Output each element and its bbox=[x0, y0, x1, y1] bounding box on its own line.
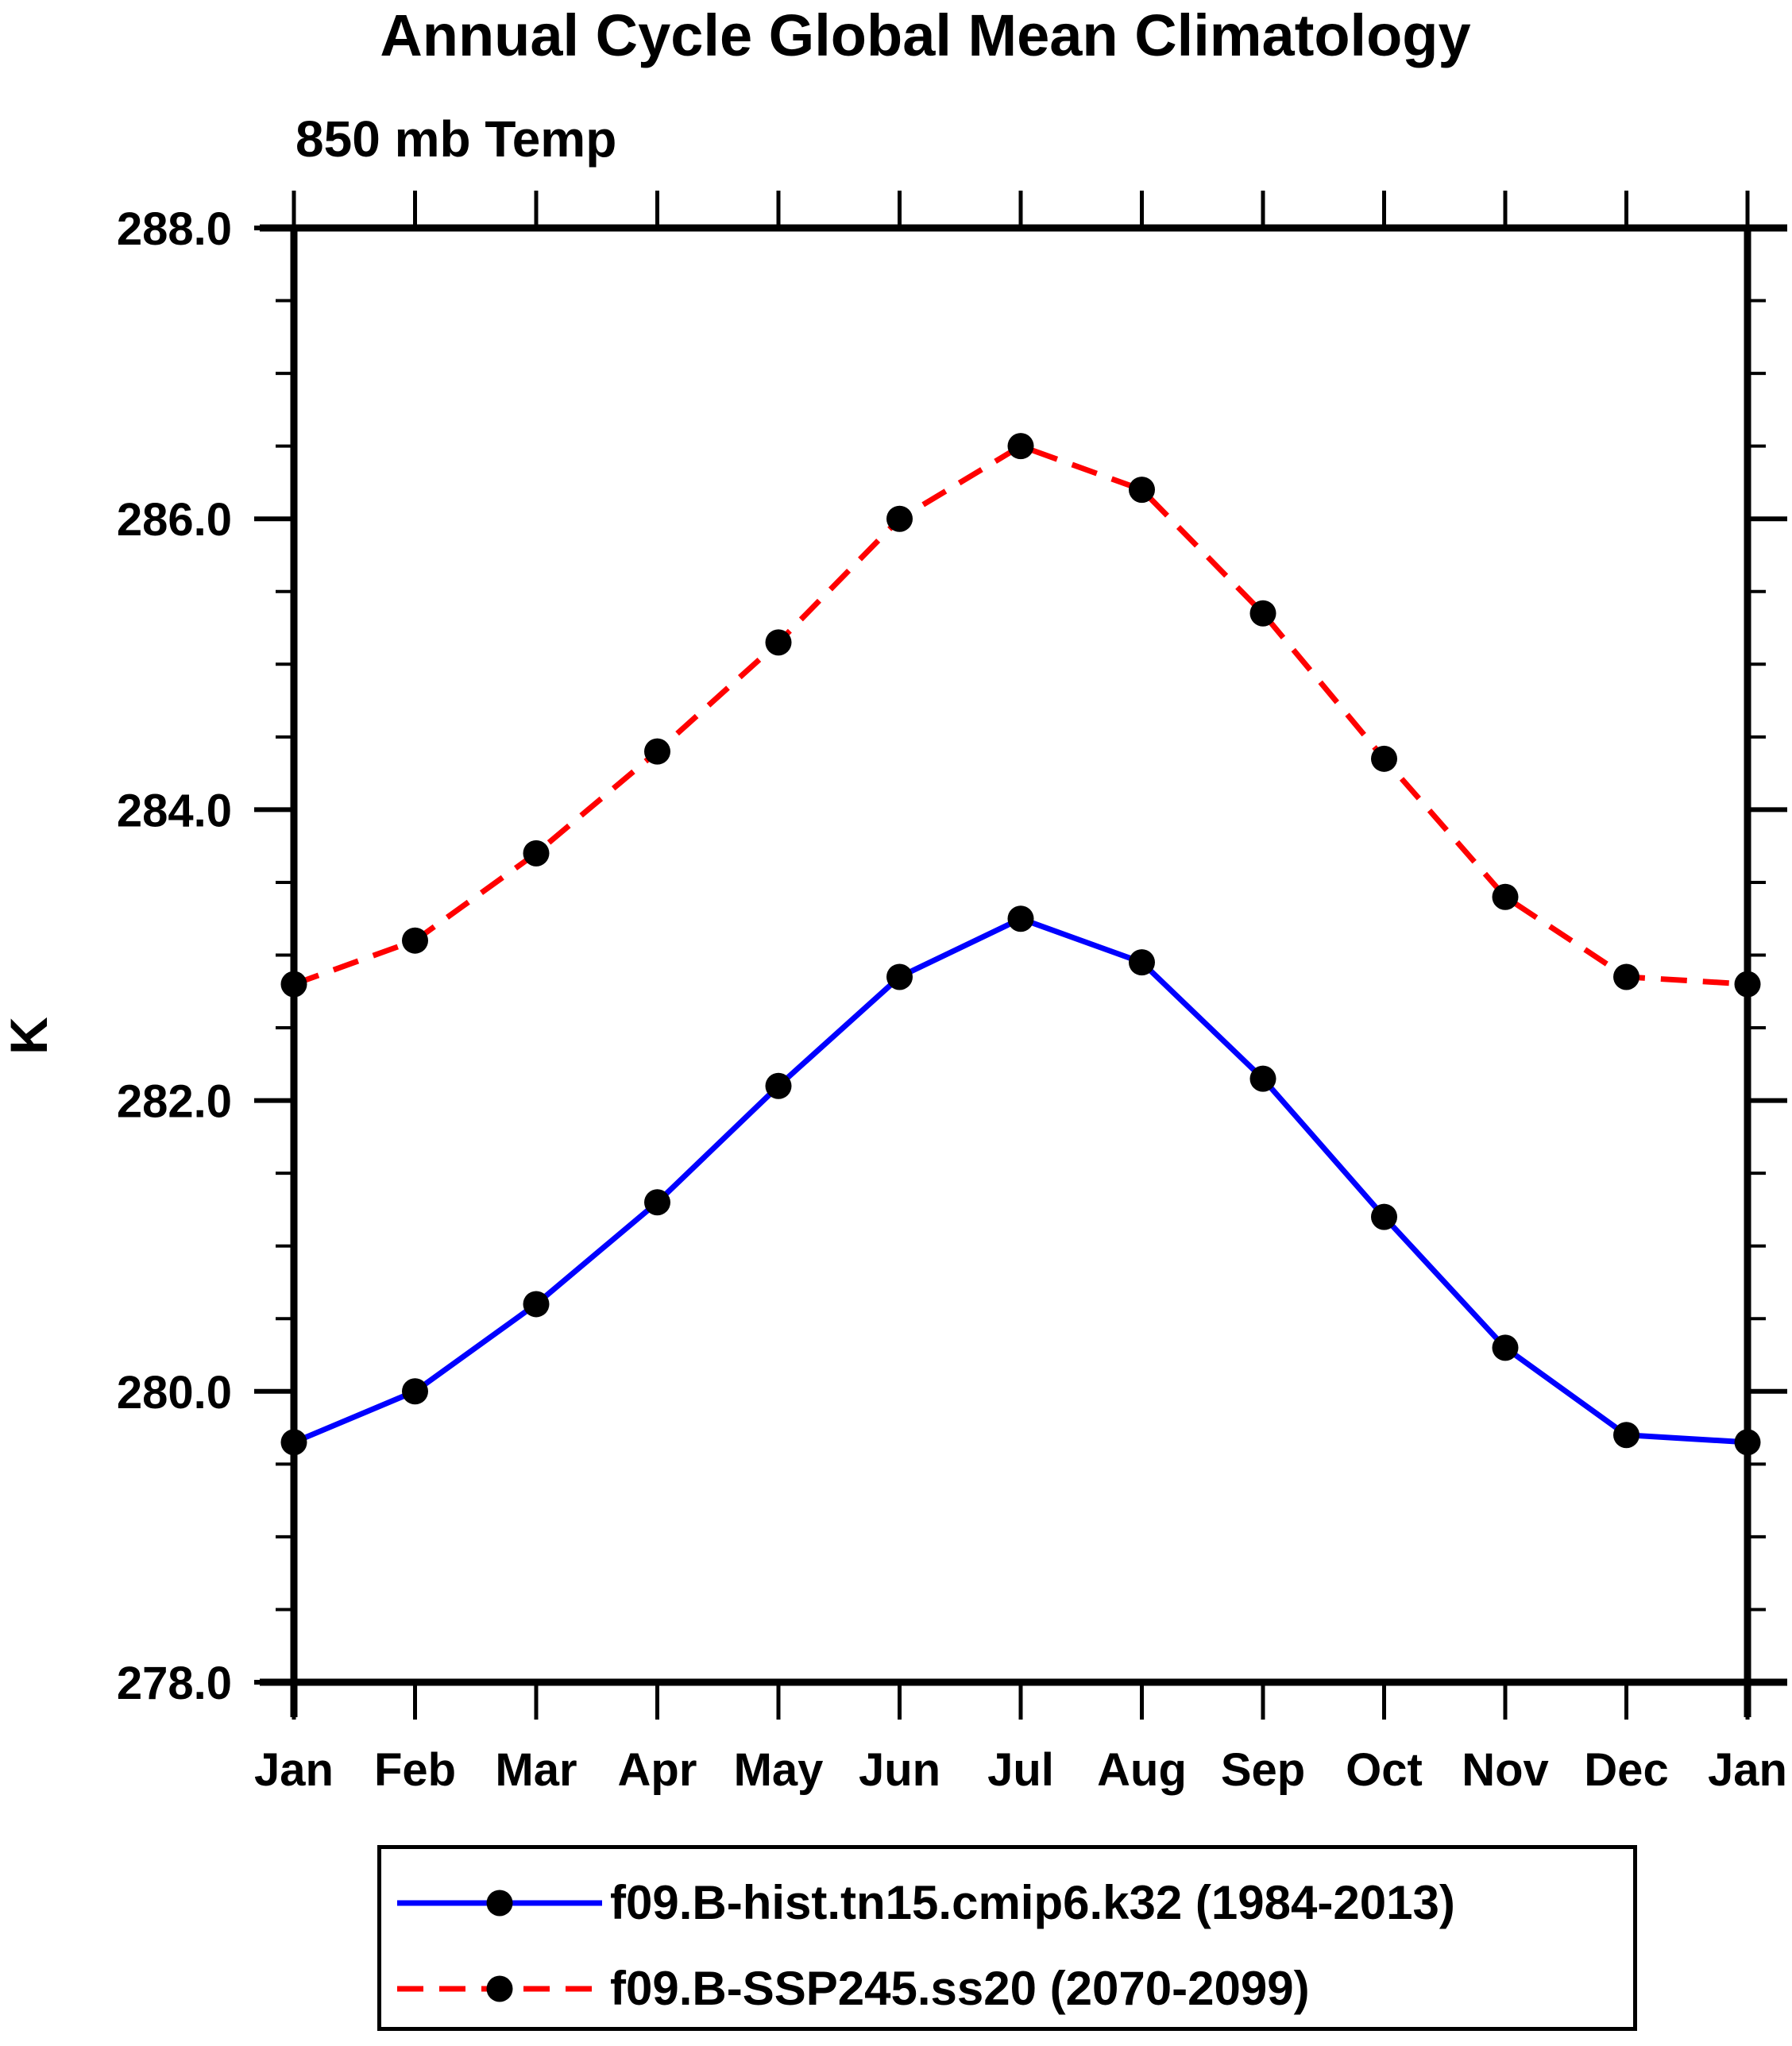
x-tick-label-month: Oct bbox=[1346, 1744, 1423, 1796]
legend-label-hist: f09.B-hist.tn15.cmip6.k32 (1984-2013) bbox=[610, 1876, 1455, 1929]
y-tick-label: 288.0 bbox=[117, 203, 232, 255]
legend-item-ssp245: f09.B-SSP245.ss20 (2070-2099) bbox=[396, 1962, 1310, 2015]
series-line-hist bbox=[292, 915, 1748, 1446]
data-point-marker bbox=[1734, 1429, 1761, 1456]
data-point-marker bbox=[1007, 905, 1034, 932]
x-tick-label-month: Jul bbox=[987, 1744, 1054, 1796]
data-point-marker bbox=[1007, 433, 1034, 460]
x-tick-label-month: Jan bbox=[254, 1744, 334, 1796]
data-point-marker bbox=[644, 1189, 670, 1216]
data-point-marker bbox=[1249, 1065, 1276, 1092]
data-point-marker bbox=[1492, 1334, 1519, 1361]
y-tick-label: 280.0 bbox=[117, 1367, 232, 1419]
series-markers-hist bbox=[280, 905, 1761, 1456]
data-point-marker bbox=[402, 1378, 428, 1405]
x-tick-label-month: Aug bbox=[1097, 1744, 1187, 1796]
series-line-ssp245 bbox=[292, 442, 1748, 987]
x-tick-label-month: May bbox=[734, 1744, 824, 1796]
y-tick-label: 282.0 bbox=[117, 1076, 232, 1128]
x-tick-label-month: Sep bbox=[1221, 1744, 1305, 1796]
data-point-marker bbox=[1492, 883, 1519, 910]
data-point-marker bbox=[765, 1072, 792, 1099]
data-point-marker bbox=[280, 971, 307, 998]
x-tick-label-month: Nov bbox=[1462, 1744, 1549, 1796]
data-point-marker bbox=[1371, 1203, 1397, 1230]
y-axis-tick-labels: 288.0 286.0 284.0 282.0 280.0 278.0 bbox=[117, 203, 232, 1709]
series-markers-ssp245 bbox=[280, 433, 1761, 998]
legend-sample-marker bbox=[486, 1975, 513, 2002]
data-point-marker bbox=[1249, 600, 1276, 627]
chart-title: Annual Cycle Global Mean Climatology bbox=[380, 2, 1471, 68]
data-point-marker bbox=[280, 1429, 307, 1456]
y-tick-label: 278.0 bbox=[117, 1658, 232, 1709]
legend-label-ssp245: f09.B-SSP245.ss20 (2070-2099) bbox=[610, 1962, 1310, 2015]
data-point-marker bbox=[886, 963, 913, 990]
data-point-marker bbox=[644, 738, 670, 765]
data-point-marker bbox=[1734, 971, 1761, 998]
legend-item-hist: f09.B-hist.tn15.cmip6.k32 (1984-2013) bbox=[396, 1876, 1455, 1929]
x-tick-label-month: Jan bbox=[1708, 1744, 1787, 1796]
data-point-marker bbox=[1129, 949, 1155, 976]
data-point-marker bbox=[886, 505, 913, 532]
legend-line-swatch-hist bbox=[397, 1890, 602, 1917]
data-point-marker bbox=[1129, 477, 1155, 504]
x-axis-ticks bbox=[292, 191, 1750, 1720]
data-point-marker bbox=[1371, 745, 1397, 772]
data-point-marker bbox=[523, 840, 550, 867]
data-point-marker bbox=[1613, 963, 1639, 990]
x-tick-label-month: Mar bbox=[495, 1744, 577, 1796]
y-tick-label: 284.0 bbox=[117, 785, 232, 836]
data-point-marker bbox=[402, 927, 428, 954]
y-axis-ticks bbox=[254, 226, 1787, 1685]
data-point-marker bbox=[523, 1291, 550, 1318]
chart-subtitle: 850 mb Temp bbox=[295, 110, 617, 168]
y-tick-label: 286.0 bbox=[117, 494, 232, 546]
x-axis-tick-labels: Jan Feb Mar Apr May Jun Jul Aug Sep Oct Nov Dec Jan bbox=[254, 1744, 1787, 1796]
x-tick-label-month: Feb bbox=[374, 1744, 456, 1796]
data-point-marker bbox=[765, 629, 792, 656]
legend-sample-marker bbox=[486, 1890, 513, 1917]
legend-box: f09.B-hist.tn15.cmip6.k32 (1984-2013) f0… bbox=[377, 1845, 1637, 2031]
x-tick-label-month: Dec bbox=[1584, 1744, 1668, 1796]
data-point-marker bbox=[1613, 1422, 1639, 1449]
x-tick-label-month: Apr bbox=[618, 1744, 697, 1796]
x-tick-label-month: Jun bbox=[859, 1744, 940, 1796]
legend-line-swatch-ssp245 bbox=[397, 1975, 602, 2002]
